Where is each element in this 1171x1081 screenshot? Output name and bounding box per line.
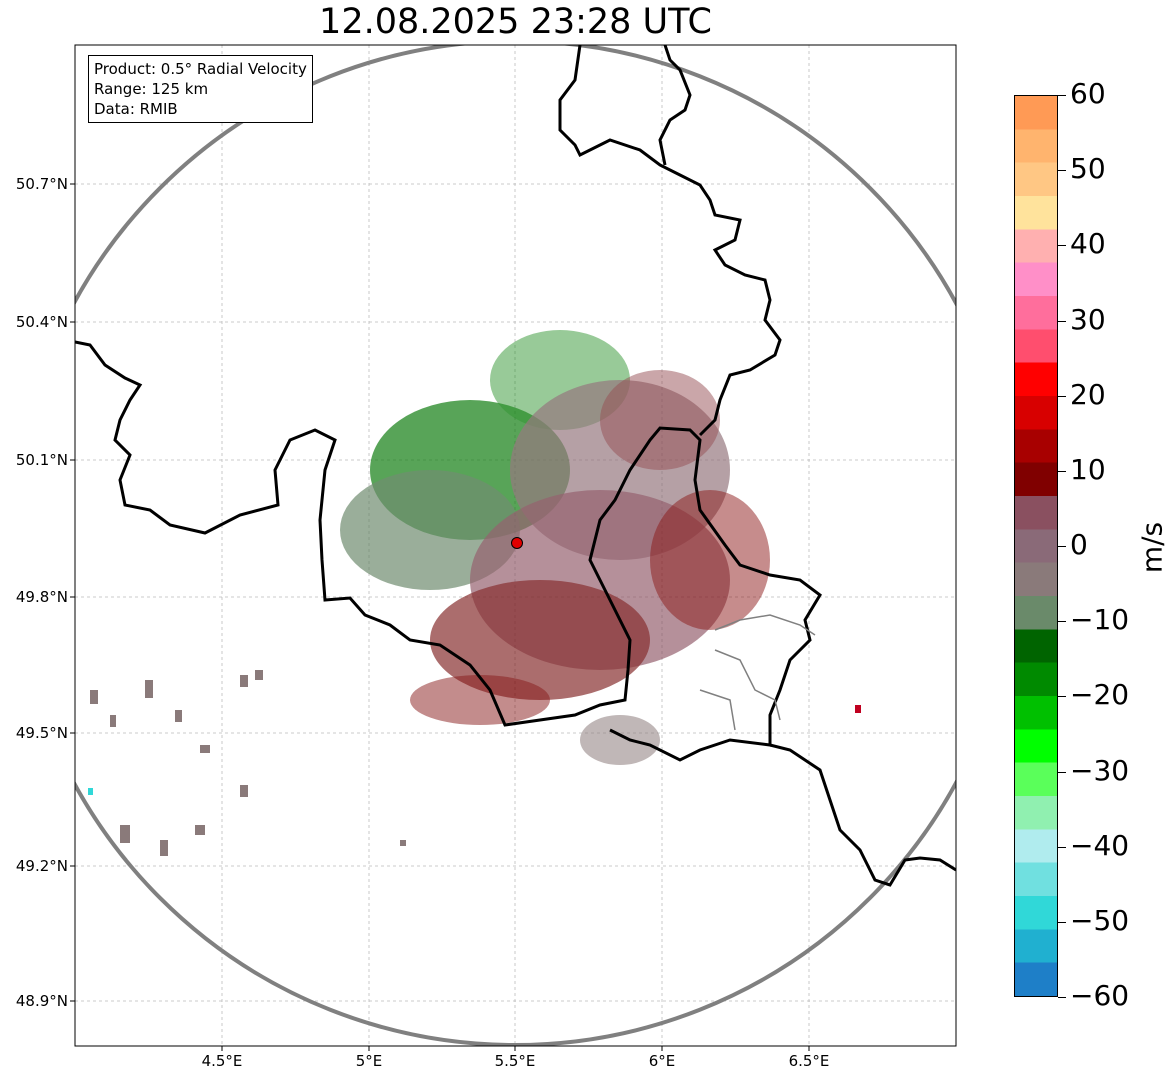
colorbar-tick-label: −30 bbox=[1070, 753, 1130, 787]
colorbar-tick-label: 20 bbox=[1070, 377, 1106, 411]
lat-label-49-8: 49.8°N bbox=[15, 588, 68, 606]
colorbar-tick bbox=[1058, 997, 1066, 998]
colorbar-tick bbox=[1058, 395, 1066, 397]
colorbar-tick-label: 60 bbox=[1070, 77, 1106, 110]
colorbar-tick bbox=[1058, 320, 1066, 322]
country-borders bbox=[75, 45, 956, 887]
range-ring bbox=[75, 45, 956, 1046]
colorbar-tick-label: −40 bbox=[1070, 828, 1130, 862]
colorbar-tick-label: 40 bbox=[1070, 227, 1106, 261]
lon-label-5-5: 5.5°E bbox=[494, 1052, 536, 1070]
colorbar-tick bbox=[1058, 921, 1066, 923]
map-title: 12.08.2025 23:28 UTC bbox=[319, 2, 712, 42]
colorbar-tick-label: −20 bbox=[1070, 678, 1130, 712]
colorbar-tick bbox=[1058, 470, 1066, 472]
data-source-text: Data: RMIB bbox=[94, 100, 178, 118]
lat-label-49-2: 49.2°N bbox=[15, 857, 68, 875]
colorbar-tick-label: 10 bbox=[1070, 452, 1106, 486]
lat-label-48-9: 48.9°N bbox=[15, 992, 68, 1010]
radar-echoes bbox=[340, 330, 770, 765]
colorbar-tick bbox=[1058, 170, 1066, 172]
colorbar-tick bbox=[1058, 621, 1066, 623]
product-info-box: Product: 0.5° Radial Velocity Range: 125… bbox=[88, 55, 313, 123]
colorbar-tick-label: 0 bbox=[1070, 528, 1088, 561]
colorbar-tick-label: −60 bbox=[1070, 979, 1130, 1012]
colorbar-tick bbox=[1058, 245, 1066, 247]
lat-label-49-5: 49.5°N bbox=[15, 724, 68, 742]
colorbar-tick bbox=[1058, 771, 1066, 773]
lon-label-6: 6°E bbox=[648, 1052, 676, 1070]
colorbar-tick bbox=[1058, 846, 1066, 848]
lat-label-50-7: 50.7°N bbox=[15, 175, 68, 193]
colorbar-tick-label: −10 bbox=[1070, 603, 1130, 637]
lat-label-50-1: 50.1°N bbox=[15, 451, 68, 469]
colorbar-tick-label: 30 bbox=[1070, 302, 1106, 336]
colorbar-tick bbox=[1058, 95, 1066, 96]
lon-label-6-5: 6.5°E bbox=[788, 1052, 830, 1070]
scattered-echoes bbox=[88, 670, 861, 856]
colorbar-tick bbox=[1058, 546, 1066, 547]
range-text: Range: 125 km bbox=[94, 80, 209, 98]
colorbar-tick-label: 50 bbox=[1070, 152, 1106, 186]
colorbar-tick-label: −50 bbox=[1070, 903, 1130, 937]
velocity-colorbar bbox=[1014, 95, 1058, 997]
product-text: Product: 0.5° Radial Velocity bbox=[94, 60, 307, 78]
colorbar-tick bbox=[1058, 696, 1066, 698]
radar-site-marker[interactable] bbox=[511, 537, 523, 549]
axis-ticks bbox=[70, 183, 810, 1051]
lon-label-4-5: 4.5°E bbox=[201, 1052, 243, 1070]
colorbar-unit: m/s bbox=[1135, 521, 1169, 574]
lat-label-50-4: 50.4°N bbox=[15, 313, 68, 331]
region-borders bbox=[699, 614, 816, 731]
lon-label-5: 5°E bbox=[355, 1052, 383, 1070]
